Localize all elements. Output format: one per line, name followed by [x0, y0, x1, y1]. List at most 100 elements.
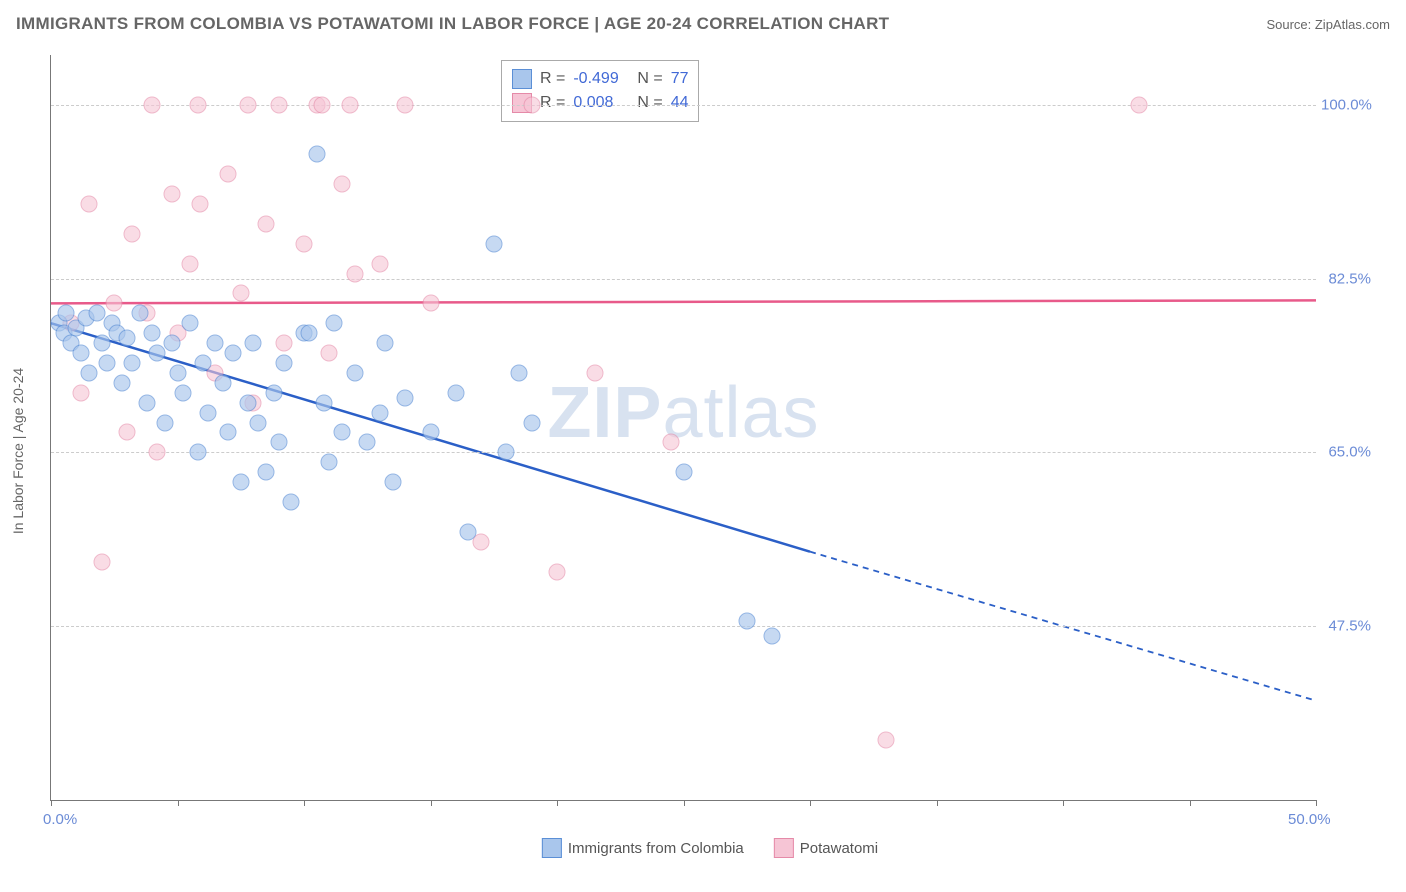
scatter-point-colombia — [131, 305, 148, 322]
scatter-point-colombia — [384, 474, 401, 491]
watermark-atlas: atlas — [662, 373, 819, 453]
scatter-point-potawatomi — [275, 335, 292, 352]
scatter-point-colombia — [80, 364, 97, 381]
scatter-point-potawatomi — [73, 384, 90, 401]
plot-area: In Labor Force | Age 20-24 ZIPatlas R =-… — [50, 55, 1370, 830]
legend-n-value: 77 — [671, 70, 689, 88]
scatter-point-colombia — [169, 364, 186, 381]
scatter-point-potawatomi — [182, 255, 199, 272]
scatter-point-colombia — [359, 434, 376, 451]
scatter-point-colombia — [333, 424, 350, 441]
scatter-point-potawatomi — [220, 166, 237, 183]
legend-r-value: -0.499 — [573, 70, 629, 88]
scatter-point-colombia — [460, 523, 477, 540]
scatter-point-potawatomi — [422, 295, 439, 312]
title-bar: IMMIGRANTS FROM COLOMBIA VS POTAWATOMI I… — [16, 14, 1390, 34]
scatter-point-potawatomi — [270, 96, 287, 113]
scatter-point-colombia — [376, 335, 393, 352]
x-tick-label: 50.0% — [1288, 811, 1331, 828]
scatter-point-potawatomi — [371, 255, 388, 272]
scatter-point-colombia — [93, 335, 110, 352]
scatter-point-potawatomi — [1130, 96, 1147, 113]
x-tick — [937, 800, 938, 806]
gridline-h — [51, 279, 1316, 280]
scatter-point-colombia — [156, 414, 173, 431]
scatter-point-potawatomi — [144, 96, 161, 113]
scatter-point-colombia — [675, 464, 692, 481]
scatter-point-colombia — [189, 444, 206, 461]
scatter-point-potawatomi — [192, 196, 209, 213]
legend-n-label: N = — [637, 94, 662, 112]
bottom-legend-item: Potawatomi — [774, 838, 878, 858]
x-tick — [684, 800, 685, 806]
scatter-point-colombia — [225, 345, 242, 362]
legend-swatch — [542, 838, 562, 858]
scatter-point-colombia — [250, 414, 267, 431]
scatter-point-potawatomi — [232, 285, 249, 302]
legend-n-value: 44 — [671, 94, 689, 112]
scatter-point-colombia — [88, 305, 105, 322]
y-tick-label: 82.5% — [1321, 270, 1371, 287]
scatter-point-colombia — [199, 404, 216, 421]
scatter-point-colombia — [118, 330, 135, 347]
scatter-point-potawatomi — [523, 96, 540, 113]
scatter-point-potawatomi — [397, 96, 414, 113]
scatter-point-colombia — [301, 325, 318, 342]
scatter-point-colombia — [764, 628, 781, 645]
x-tick — [810, 800, 811, 806]
scatter-point-potawatomi — [586, 364, 603, 381]
x-tick-label: 0.0% — [43, 811, 77, 828]
scatter-point-colombia — [346, 364, 363, 381]
scatter-point-potawatomi — [877, 732, 894, 749]
trend-lines-svg — [51, 55, 1316, 800]
scatter-point-potawatomi — [313, 96, 330, 113]
x-tick — [557, 800, 558, 806]
scatter-point-potawatomi — [549, 563, 566, 580]
scatter-point-potawatomi — [80, 196, 97, 213]
scatter-point-colombia — [397, 389, 414, 406]
y-tick-label: 100.0% — [1321, 96, 1371, 113]
legend-n-label: N = — [637, 70, 662, 88]
y-tick-label: 47.5% — [1321, 618, 1371, 635]
scatter-point-colombia — [523, 414, 540, 431]
gridline-h — [51, 452, 1316, 453]
scatter-point-colombia — [485, 235, 502, 252]
scatter-point-colombia — [422, 424, 439, 441]
scatter-point-colombia — [174, 384, 191, 401]
watermark-zip: ZIP — [547, 373, 662, 453]
scatter-point-colombia — [240, 394, 257, 411]
scatter-point-potawatomi — [296, 235, 313, 252]
scatter-point-potawatomi — [93, 553, 110, 570]
scatter-point-colombia — [98, 354, 115, 371]
scatter-point-colombia — [58, 305, 75, 322]
legend-r-label: R = — [540, 70, 565, 88]
scatter-point-potawatomi — [123, 225, 140, 242]
y-axis-label: In Labor Force | Age 20-24 — [10, 367, 26, 533]
scatter-point-colombia — [308, 146, 325, 163]
x-tick — [431, 800, 432, 806]
scatter-point-colombia — [232, 474, 249, 491]
legend-corr-row: R = -0.499 N = 77 — [512, 67, 688, 91]
scatter-point-colombia — [194, 354, 211, 371]
scatter-point-potawatomi — [118, 424, 135, 441]
scatter-point-colombia — [144, 325, 161, 342]
scatter-point-potawatomi — [346, 265, 363, 282]
x-tick — [178, 800, 179, 806]
scatter-point-colombia — [245, 335, 262, 352]
scatter-point-potawatomi — [258, 215, 275, 232]
legend-r-label: R = — [540, 94, 565, 112]
scatter-point-potawatomi — [240, 96, 257, 113]
chart-title: IMMIGRANTS FROM COLOMBIA VS POTAWATOMI I… — [16, 14, 889, 34]
x-tick — [1190, 800, 1191, 806]
scatter-point-colombia — [321, 454, 338, 471]
scatter-point-colombia — [326, 315, 343, 332]
x-tick — [1063, 800, 1064, 806]
scatter-point-potawatomi — [321, 345, 338, 362]
bottom-legend-label: Immigrants from Colombia — [568, 840, 744, 857]
scatter-point-colombia — [73, 345, 90, 362]
scatter-point-potawatomi — [164, 186, 181, 203]
scatter-point-colombia — [215, 374, 232, 391]
scatter-point-colombia — [371, 404, 388, 421]
y-tick-label: 65.0% — [1321, 444, 1371, 461]
scatter-point-potawatomi — [149, 444, 166, 461]
